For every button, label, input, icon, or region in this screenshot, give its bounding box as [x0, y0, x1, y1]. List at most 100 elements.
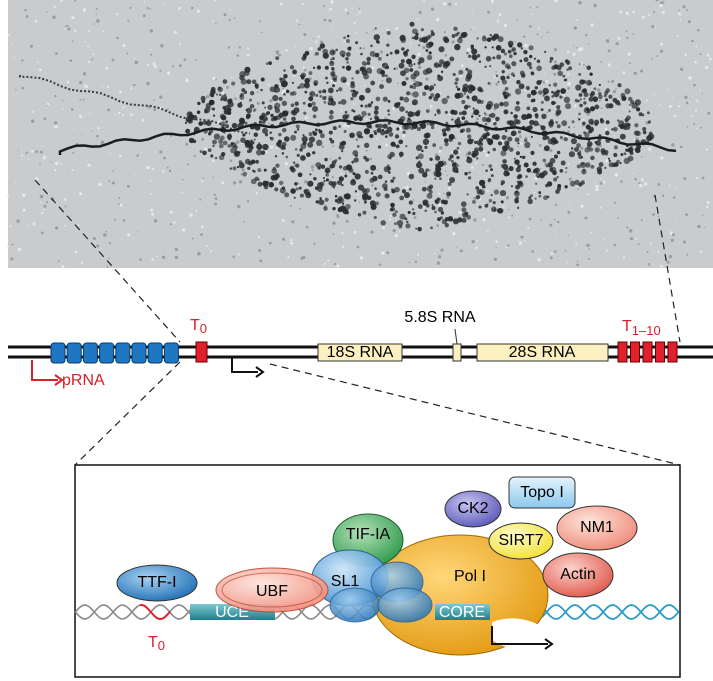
- rna-particle: [559, 95, 563, 99]
- texture: [438, 203, 442, 207]
- rna-particle: [300, 76, 305, 80]
- rna-particle: [290, 167, 296, 173]
- rna-particle: [211, 107, 216, 111]
- texture: [585, 65, 587, 68]
- rna-particle: [218, 143, 224, 149]
- rna-particle: [395, 144, 400, 149]
- texture: [567, 82, 571, 86]
- texture: [323, 262, 327, 265]
- rna-particle: [345, 52, 351, 57]
- rna-particle: [342, 114, 348, 120]
- rna-particle: [532, 106, 538, 113]
- protein-label: Actin: [560, 566, 596, 583]
- micrograph: [7, 0, 713, 269]
- texture: [507, 73, 510, 76]
- texture: [356, 14, 358, 16]
- rna-particle: [462, 83, 469, 90]
- rna-particle: [357, 212, 362, 217]
- texture: [72, 40, 74, 43]
- texture: [255, 191, 258, 195]
- rna-particle: [487, 179, 491, 183]
- rna-particle: [478, 114, 481, 117]
- rna-particle: [454, 92, 461, 99]
- rna-particle: [202, 150, 207, 156]
- rna-particle: [516, 206, 520, 210]
- texture: [214, 0, 216, 2]
- rna-particle: [497, 141, 503, 146]
- texture: [388, 218, 392, 221]
- rna-label: 5.8S RNA: [404, 309, 475, 326]
- rna-particle: [438, 59, 445, 65]
- rna-particle: [490, 112, 496, 118]
- rna-particle: [416, 126, 421, 132]
- rna-particle: [455, 85, 458, 88]
- rna-particle: [422, 138, 430, 145]
- texture: [22, 208, 26, 212]
- rna-particle: [398, 62, 405, 69]
- rna-particle: [416, 161, 423, 169]
- enhancer-repeats: [50, 342, 179, 364]
- rna-particle: [283, 136, 290, 142]
- rna-particle: [292, 161, 296, 164]
- texture: [111, 58, 115, 62]
- texture: [72, 151, 75, 154]
- rna-particle: [556, 89, 561, 94]
- texture: [567, 162, 570, 165]
- texture: [653, 93, 656, 96]
- rna-particle: [370, 164, 377, 171]
- rna-particle: [242, 171, 248, 177]
- rna-particle: [485, 169, 488, 172]
- texture: [352, 102, 355, 105]
- rna-particle: [578, 72, 582, 76]
- rna-particle: [511, 61, 517, 67]
- rna-particle: [486, 38, 490, 42]
- texture: [454, 3, 458, 6]
- rna-particle: [543, 145, 550, 152]
- texture: [21, 86, 25, 90]
- rna-particle: [212, 144, 215, 148]
- rna-particle: [515, 166, 521, 173]
- rna-particle: [568, 66, 573, 71]
- rna-particle: [322, 95, 327, 101]
- texture: [268, 241, 272, 245]
- texture: [657, 183, 661, 186]
- texture: [517, 240, 520, 242]
- texture: [607, 63, 611, 67]
- rna-particle: [442, 161, 447, 166]
- rna-particle: [444, 142, 449, 147]
- rna-particle: [453, 149, 459, 155]
- rna-particle: [304, 90, 308, 94]
- texture: [515, 165, 518, 168]
- rna-particle: [246, 79, 252, 85]
- texture: [446, 195, 450, 199]
- rna-particle: [264, 113, 268, 117]
- texture: [235, 140, 240, 144]
- rna-particle: [436, 110, 441, 115]
- rna-particle: [530, 150, 535, 155]
- texture: [437, 192, 441, 196]
- rna-particle: [466, 52, 469, 55]
- texture: [433, 252, 436, 255]
- rna-particle: [356, 144, 360, 148]
- rna-particle: [456, 156, 460, 160]
- rna-particle: [447, 181, 452, 186]
- texture: [298, 23, 301, 26]
- rna-particle: [461, 99, 466, 105]
- rna-particle: [430, 31, 435, 37]
- rna-particle: [454, 81, 458, 85]
- texture: [395, 67, 398, 70]
- rna-particle: [386, 31, 391, 36]
- texture: [649, 265, 651, 267]
- texture: [122, 44, 126, 48]
- rna-particle: [514, 137, 520, 143]
- texture: [30, 149, 34, 153]
- rna-particle: [562, 74, 566, 78]
- texture: [691, 23, 693, 25]
- chromatin: [19, 75, 251, 135]
- texture: [585, 34, 588, 37]
- rna-particle: [556, 105, 561, 110]
- texture: [321, 145, 325, 148]
- ubf: [215, 567, 329, 613]
- rna-particle: [471, 48, 478, 55]
- texture: [546, 111, 549, 114]
